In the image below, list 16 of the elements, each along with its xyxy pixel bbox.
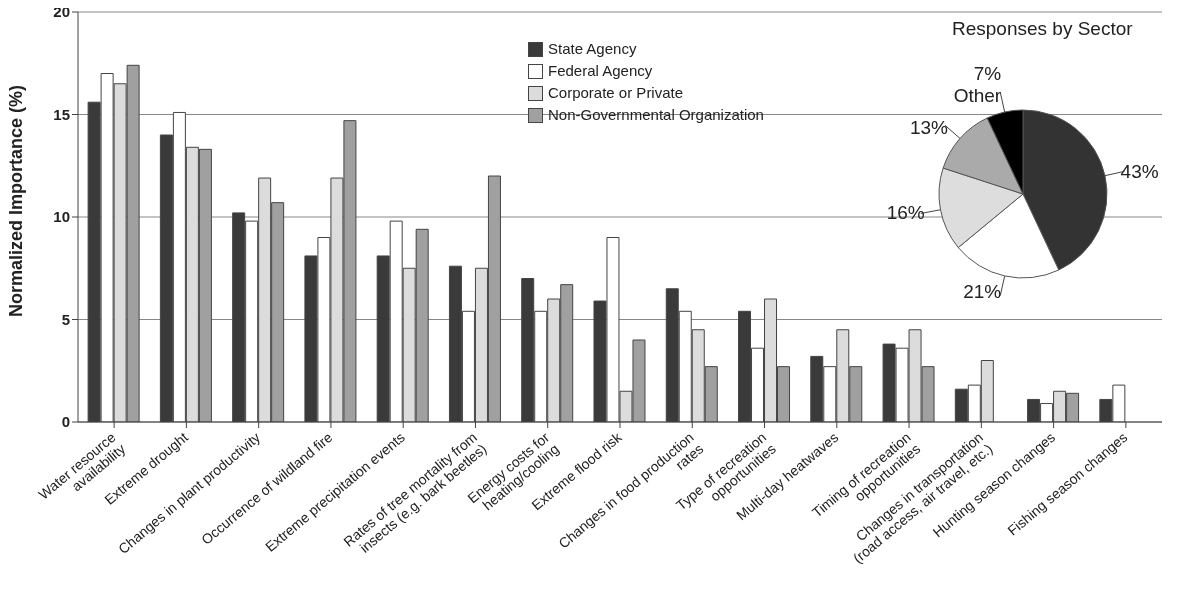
data-label: 16% [886, 201, 925, 223]
legend-label: Non-Governmental Organization [548, 105, 764, 125]
data-label: 7% [973, 63, 1002, 85]
data-label: 43% [1120, 161, 1159, 183]
y-axis-title: Normalized Importance (%) [6, 84, 27, 317]
y-tick-label: 10 [53, 208, 70, 226]
chart-title: Responses by Sector [952, 18, 1133, 40]
slice-label: Other [953, 85, 1002, 107]
y-tick-label: 0 [61, 413, 70, 431]
data-label: 21% [963, 280, 1002, 302]
legend-label: Federal Agency [548, 61, 653, 81]
data-label: 13% [909, 116, 949, 138]
y-tick-label: 5 [61, 310, 70, 328]
y-tick-label: 15 [53, 105, 70, 123]
legend-label: Corporate or Private [548, 83, 684, 103]
legend-label: State Agency [548, 39, 637, 59]
